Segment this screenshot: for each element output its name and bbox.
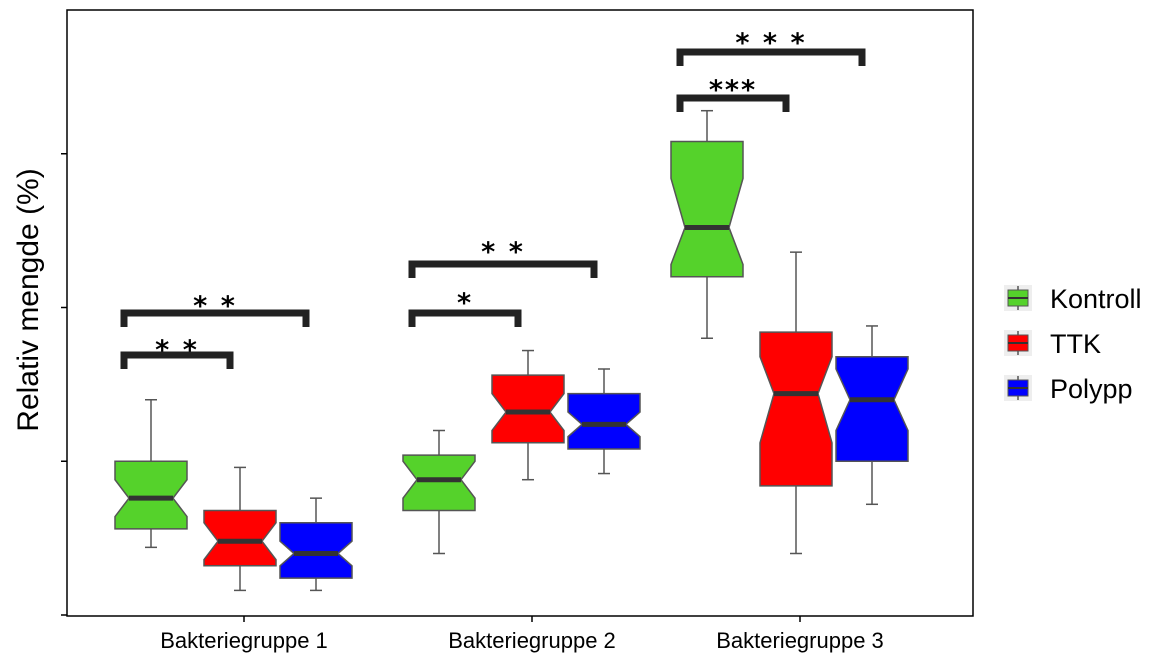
significance-bracket: * * * xyxy=(676,28,866,66)
box-polypp-2 xyxy=(567,368,641,475)
legend-item-polypp: Polypp xyxy=(1004,374,1133,404)
box-body xyxy=(835,355,909,462)
box-kontroll-1 xyxy=(114,399,188,549)
box-body xyxy=(279,522,353,579)
y-axis-title: Relativ mengde (%) xyxy=(12,168,45,431)
box-body xyxy=(567,392,641,450)
legend: Kontroll TTK Polypp xyxy=(1004,284,1142,404)
significance-label: * * xyxy=(155,335,199,366)
bracket-line xyxy=(676,94,790,112)
chart-marks: * * * * * * * *** * * * xyxy=(114,28,909,592)
bracket-line xyxy=(120,351,234,369)
box-body xyxy=(114,460,188,530)
significance-bracket: * * xyxy=(120,335,234,369)
significance-bracket: *** xyxy=(676,75,790,112)
box-body xyxy=(759,331,833,487)
legend-item-ttk: TTK xyxy=(1004,329,1101,359)
box-body xyxy=(203,509,277,567)
box-body xyxy=(670,140,744,278)
box-body xyxy=(491,374,565,444)
significance-label: *** xyxy=(709,75,757,106)
box-polypp-3 xyxy=(835,325,909,506)
legend-label: Kontroll xyxy=(1050,284,1142,314)
legend-label: Polypp xyxy=(1050,374,1133,404)
box-body xyxy=(402,454,476,512)
box-ttk-2 xyxy=(491,349,565,481)
x-tick-label: Bakteriegruppe 1 xyxy=(160,628,328,653)
bracket-line xyxy=(120,309,310,327)
legend-item-kontroll: Kontroll xyxy=(1004,284,1142,314)
bracket-line xyxy=(408,260,598,278)
x-axis: Bakteriegruppe 1 Bakteriegruppe 2 Bakterie… xyxy=(160,616,884,653)
y-axis-ticks xyxy=(61,153,67,616)
x-tick-label: Bakteriegruppe 3 xyxy=(716,628,884,653)
legend-label: TTK xyxy=(1050,329,1101,359)
box-ttk-3 xyxy=(759,251,833,555)
x-tick-label: Bakteriegruppe 2 xyxy=(448,628,616,653)
box-ttk-1 xyxy=(203,466,277,592)
significance-bracket: * * xyxy=(120,291,310,327)
bracket-line xyxy=(408,309,522,327)
box-kontroll-3 xyxy=(670,109,744,339)
box-kontroll-2 xyxy=(402,429,476,555)
significance-label: * * xyxy=(193,291,237,322)
significance-bracket: * xyxy=(408,288,522,327)
box-polypp-1 xyxy=(279,497,353,592)
bracket-line xyxy=(676,48,866,66)
significance-label: * xyxy=(457,288,473,319)
significance-label: * * * xyxy=(735,28,806,59)
significance-label: * * xyxy=(481,237,525,268)
significance-bracket: * * xyxy=(408,237,598,278)
